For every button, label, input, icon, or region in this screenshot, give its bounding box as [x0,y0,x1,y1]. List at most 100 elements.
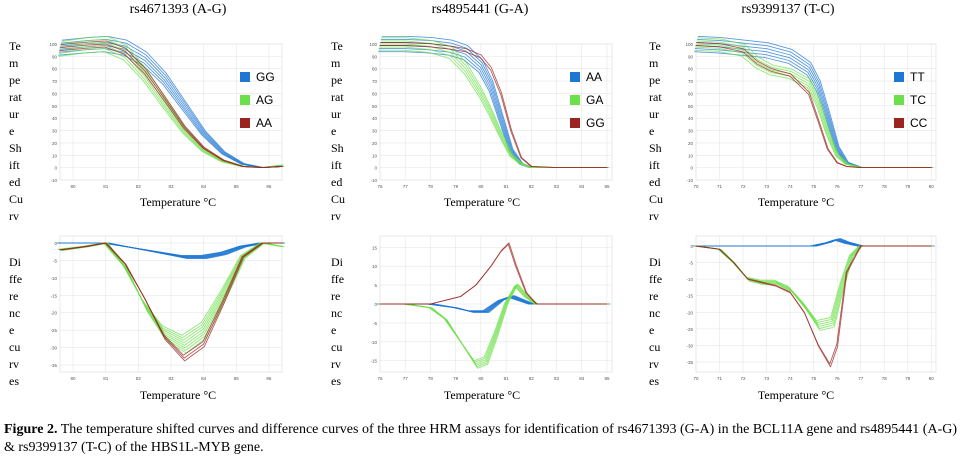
x-tick-label: 85 [234,376,240,381]
x-tick-label: 82 [136,184,142,189]
ylabel-fragment: ed [9,175,21,189]
x-tick-label: 86 [266,184,272,189]
ylabel-fragment: e [9,323,15,337]
ylabel-fragment: rat [331,90,344,104]
y-tick-label: 70 [688,79,694,84]
x-tick-label: 80 [71,184,77,189]
ylabel-fragment: rv [9,209,19,223]
x-tick-label: 71 [717,376,723,381]
y-tick-label: 5 [374,283,377,288]
x-tick-label: 82 [529,376,535,381]
x-tick-label: 80 [929,376,935,381]
ylabel-fragment: pe [331,73,343,87]
y-tick-label: 30 [372,129,378,134]
y-tick-label: 50 [372,104,378,109]
x-tick-label: 79 [905,184,911,189]
y-tick-label: 100 [49,42,57,47]
x-tick-label: 77 [403,184,409,189]
x-tick-label: 73 [764,184,770,189]
y-tick-label: 20 [52,141,58,146]
xlabel-bottom-1: Temperature °C [139,388,217,402]
x-tick-label: 81 [103,184,109,189]
y-tick-label: -5 [53,258,57,263]
xlabel-top-3: Temperature °C [757,195,835,209]
legend-label-AA: AA [256,116,272,130]
x-tick-label: 85 [604,184,610,189]
y-tick-label: 100 [369,42,377,47]
x-tick-label: 83 [554,184,560,189]
x-tick-label: 84 [201,184,207,189]
ylabel-fragment: Te [649,39,661,53]
y-tick-label: 100 [685,42,693,47]
x-tick-label: 72 [741,376,747,381]
ylabel-fragment: ffe [649,272,663,286]
y-tick-label: -25 [686,327,693,332]
ylabel-bottom-1: Di ffe re nc e cu rv es [9,254,33,390]
x-tick-label: 80 [478,376,484,381]
ylabel-fragment: rat [649,90,662,104]
y-tick-label: -5 [373,321,377,326]
y-tick-label: 50 [52,104,58,109]
figure-caption: Figure 2. The temperature shifted curves… [4,421,957,457]
legend-label-TT: TT [910,70,925,84]
x-tick-label: 80 [71,376,77,381]
ylabel-fragment: rat [9,90,22,104]
series-line-CC [696,245,932,368]
y-tick-label: 15 [372,245,378,250]
legend-swatch-GG [570,118,580,128]
y-tick-label: -15 [370,359,377,364]
y-tick-label: 0 [54,166,57,171]
x-tick-label: 76 [377,184,383,189]
y-tick-label: 40 [372,116,378,121]
series-line-GG [380,42,608,169]
y-tick-label: 60 [372,91,378,96]
y-tick-label: -10 [370,340,377,345]
ylabel-fragment: m [9,56,19,70]
y-tick-label: 70 [372,79,378,84]
y-tick-label: 10 [52,153,58,158]
y-tick-label: 10 [372,264,378,269]
y-tick-label: -35 [686,360,693,365]
ylabel-fragment: Sh [9,141,22,155]
x-tick-label: 85 [234,184,240,189]
y-tick-label: -30 [50,346,57,351]
y-tick-label: -10 [686,277,693,282]
ylabel-bottom-3: Di ffe re nc e cu rv es [649,254,673,390]
y-tick-label: -20 [50,311,57,316]
y-tick-label: 10 [372,153,378,158]
y-tick-label: 40 [688,116,694,121]
y-tick-label: -30 [686,343,693,348]
x-tick-label: 82 [136,376,142,381]
ylabel-fragment: e [649,323,655,337]
y-tick-label: -10 [50,178,57,183]
x-tick-label: 71 [717,184,723,189]
ylabel-fragment: re [331,289,341,303]
y-tick-label: 0 [690,166,693,171]
ylabel-fragment: Di [331,255,343,269]
series-line-AA [60,242,283,362]
ylabel-fragment: rv [649,209,659,223]
y-tick-label: 90 [688,54,694,59]
x-tick-label: 84 [579,184,585,189]
y-tick-label: -35 [50,363,57,368]
x-tick-label: 82 [529,184,535,189]
ylabel-fragment: e [331,124,337,138]
y-tick-label: 60 [52,91,58,96]
xlabel-top-2: Temperature °C [443,195,521,209]
ylabel-fragment: es [649,374,659,388]
y-tick-label: -5 [689,261,693,266]
x-tick-label: 86 [266,376,272,381]
y-tick-label: -10 [50,276,57,281]
x-tick-label: 83 [554,376,560,381]
x-tick-label: 70 [693,376,699,381]
x-tick-label: 74 [788,376,794,381]
y-tick-label: 90 [372,54,378,59]
legend-swatch-AA [570,72,580,82]
x-tick-label: 85 [604,376,610,381]
caption-label: Figure 2. [4,422,58,437]
ylabel-fragment: nc [9,306,21,320]
ylabel-fragment: ed [649,175,661,189]
ylabel-fragment: re [649,289,659,303]
ylabel-fragment: m [649,56,659,70]
